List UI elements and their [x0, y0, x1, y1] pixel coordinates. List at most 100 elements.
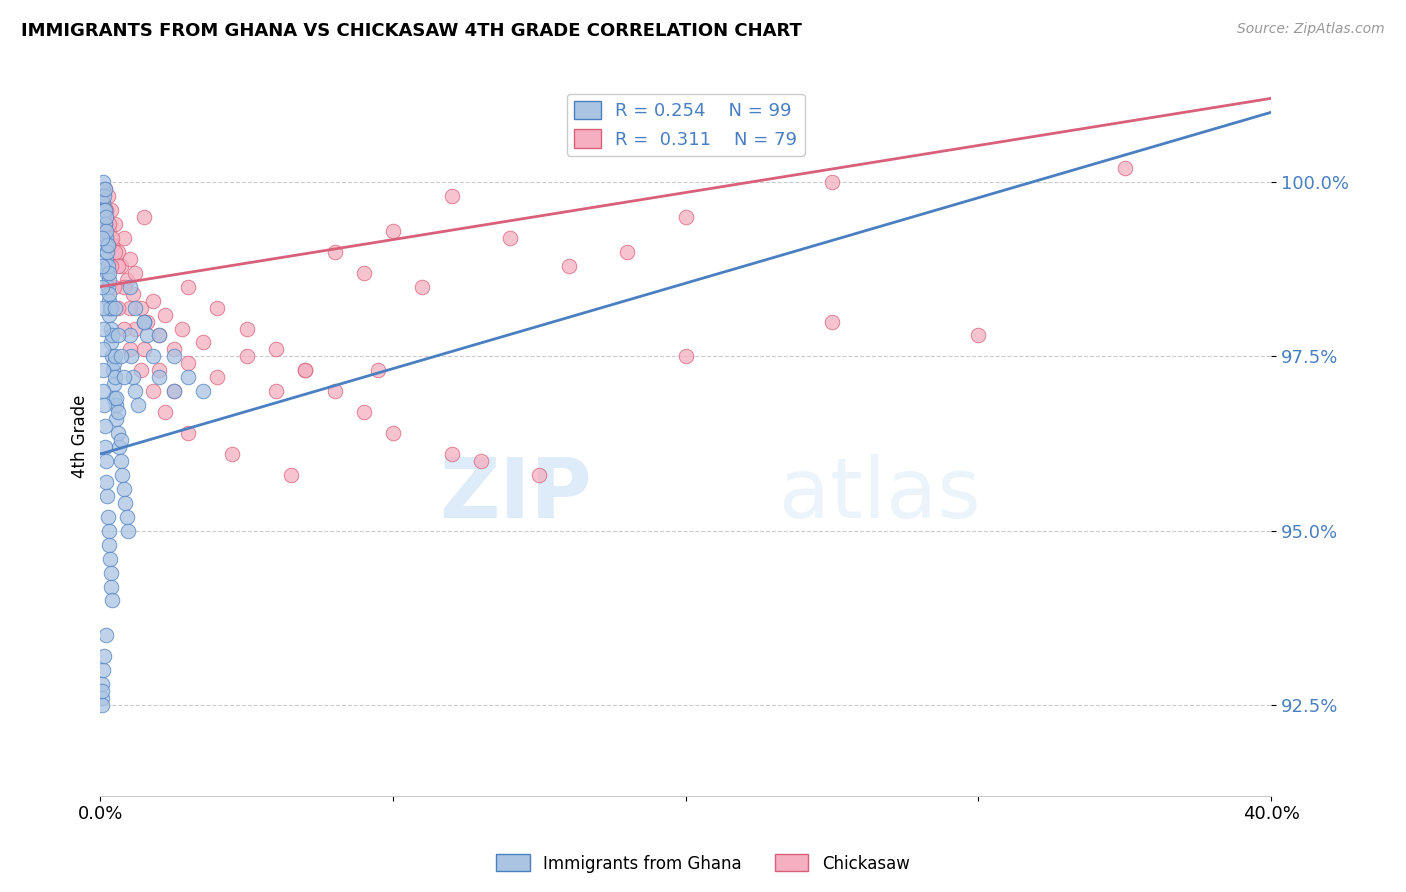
- Point: [104, 217, 127, 231]
- Point: [90, 189, 112, 203]
- Point: [91, 210, 114, 224]
- Point: [148, 363, 170, 377]
- Point: [162, 350, 184, 364]
- Point: [148, 370, 170, 384]
- Point: [110, 433, 132, 447]
- Point: [153, 308, 176, 322]
- Point: [103, 377, 125, 392]
- Point: [107, 244, 129, 259]
- Point: [91, 384, 114, 399]
- Point: [124, 266, 146, 280]
- Point: [118, 328, 141, 343]
- Point: [100, 580, 122, 594]
- Point: [104, 301, 127, 315]
- Point: [97, 259, 120, 273]
- Point: [91, 363, 114, 377]
- Point: [118, 301, 141, 315]
- Point: [107, 426, 129, 441]
- Point: [100, 259, 122, 273]
- Point: [112, 321, 135, 335]
- Point: [91, 175, 114, 189]
- Point: [93, 189, 115, 203]
- Point: [162, 384, 184, 399]
- Point: [93, 217, 115, 231]
- Point: [162, 384, 184, 399]
- Point: [93, 182, 115, 196]
- Point: [134, 314, 156, 328]
- Point: [91, 663, 114, 677]
- Point: [124, 301, 146, 315]
- Text: atlas: atlas: [779, 453, 981, 534]
- Point: [177, 426, 200, 441]
- Point: [148, 328, 170, 343]
- Point: [675, 350, 697, 364]
- Point: [98, 538, 121, 552]
- Point: [117, 524, 139, 538]
- Point: [100, 301, 122, 315]
- Point: [440, 189, 463, 203]
- Point: [108, 440, 131, 454]
- Legend: Immigrants from Ghana, Chickasaw: Immigrants from Ghana, Chickasaw: [489, 847, 917, 880]
- Point: [280, 467, 302, 482]
- Point: [264, 343, 287, 357]
- Point: [134, 210, 156, 224]
- Point: [97, 509, 120, 524]
- Point: [100, 335, 122, 350]
- Point: [97, 279, 120, 293]
- Point: [207, 370, 229, 384]
- Point: [98, 266, 121, 280]
- Point: [97, 237, 120, 252]
- Point: [94, 210, 117, 224]
- Point: [93, 419, 115, 434]
- Point: [110, 350, 132, 364]
- Point: [96, 202, 118, 217]
- Point: [104, 370, 127, 384]
- Point: [90, 684, 112, 698]
- Point: [127, 398, 149, 412]
- Y-axis label: 4th Grade: 4th Grade: [72, 395, 89, 478]
- Point: [118, 343, 141, 357]
- Point: [93, 440, 115, 454]
- Point: [529, 467, 551, 482]
- Point: [98, 217, 121, 231]
- Point: [235, 321, 257, 335]
- Point: [98, 551, 121, 566]
- Point: [97, 189, 120, 203]
- Point: [105, 391, 128, 405]
- Point: [96, 237, 118, 252]
- Point: [382, 224, 405, 238]
- Point: [107, 405, 129, 419]
- Point: [90, 677, 112, 691]
- Point: [97, 524, 120, 538]
- Text: ZIP: ZIP: [440, 453, 592, 534]
- Point: [93, 217, 115, 231]
- Point: [103, 279, 125, 293]
- Point: [96, 489, 118, 503]
- Text: IMMIGRANTS FROM GHANA VS CHICKASAW 4TH GRADE CORRELATION CHART: IMMIGRANTS FROM GHANA VS CHICKASAW 4TH G…: [21, 22, 801, 40]
- Point: [96, 244, 118, 259]
- Point: [107, 328, 129, 343]
- Point: [101, 237, 124, 252]
- Point: [153, 405, 176, 419]
- Point: [353, 405, 375, 419]
- Point: [142, 350, 165, 364]
- Point: [107, 259, 129, 273]
- Point: [94, 231, 117, 245]
- Point: [142, 384, 165, 399]
- Point: [616, 244, 638, 259]
- Point: [177, 370, 200, 384]
- Point: [97, 273, 120, 287]
- Point: [107, 301, 129, 315]
- Point: [98, 286, 121, 301]
- Point: [112, 370, 135, 384]
- Point: [115, 273, 138, 287]
- Point: [191, 335, 214, 350]
- Point: [124, 321, 146, 335]
- Point: [177, 356, 200, 370]
- Text: Source: ZipAtlas.com: Source: ZipAtlas.com: [1237, 22, 1385, 37]
- Point: [112, 231, 135, 245]
- Point: [148, 328, 170, 343]
- Point: [91, 301, 114, 315]
- Point: [112, 279, 135, 293]
- Point: [118, 279, 141, 293]
